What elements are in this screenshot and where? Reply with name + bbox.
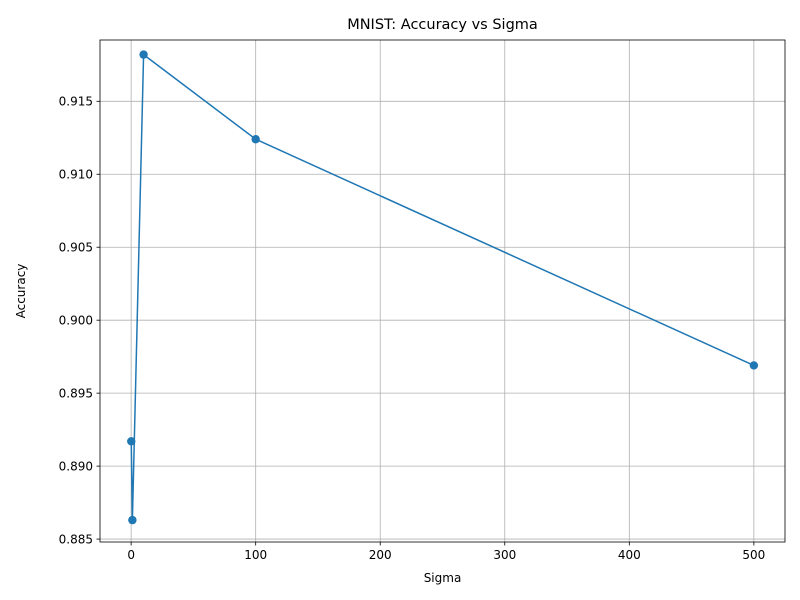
grid (100, 40, 785, 542)
data-point (251, 135, 260, 144)
y-axis-label: Accuracy (14, 264, 28, 319)
y-tick-label: 0.885 (59, 532, 93, 546)
data-point (749, 361, 759, 370)
plot-frame (99, 39, 786, 543)
data-point (139, 50, 148, 59)
x-tick-label: 300 (493, 548, 516, 562)
y-tick-label: 0.890 (59, 459, 93, 473)
x-tick-label: 400 (618, 548, 641, 562)
y-axis-ticks: 0.885 0.890 0.895 0.900 0.905 0.910 0.915 (59, 95, 100, 546)
y-tick-label: 0.895 (59, 386, 93, 400)
x-tick-label: 0 (127, 548, 135, 562)
x-tick-label: 500 (742, 548, 765, 562)
y-tick-label: 0.915 (59, 95, 93, 109)
y-tick-label: 0.900 (59, 313, 93, 327)
x-tick-label: 100 (244, 548, 267, 562)
y-tick-label: 0.910 (59, 168, 93, 182)
series-group (127, 50, 759, 525)
y-tick-label: 0.905 (59, 241, 93, 255)
x-axis-label: Sigma (424, 571, 462, 585)
data-point (127, 437, 136, 446)
x-axis-ticks: 0 100 200 300 400 500 (127, 542, 765, 562)
x-tick-label: 200 (369, 548, 392, 562)
data-point (128, 515, 137, 525)
chart-title: MNIST: Accuracy vs Sigma (347, 17, 538, 33)
